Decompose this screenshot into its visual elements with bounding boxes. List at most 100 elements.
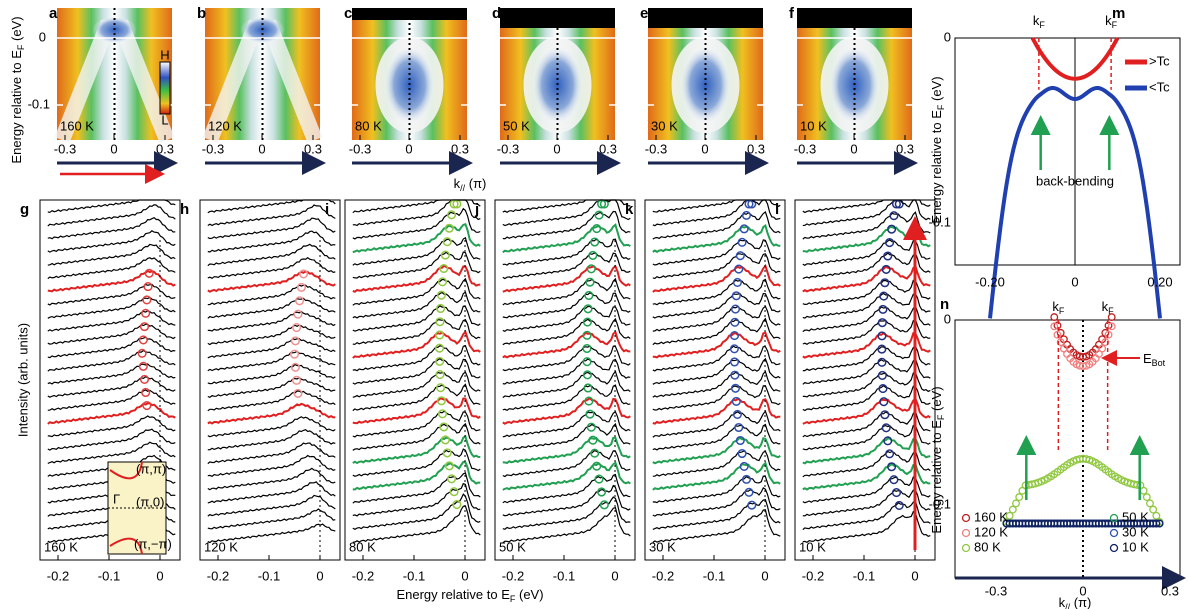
x-tick-label: -0.3 bbox=[349, 141, 371, 156]
x-tick-label: -0.2 bbox=[207, 568, 229, 583]
peak-marker bbox=[440, 435, 450, 445]
edc-curve bbox=[802, 449, 931, 478]
edc-curve bbox=[652, 385, 781, 411]
edc-curve bbox=[352, 277, 481, 306]
edc-curve bbox=[352, 329, 481, 359]
edc-curve bbox=[652, 305, 781, 332]
edc-curve bbox=[207, 204, 336, 227]
peak-marker bbox=[880, 410, 890, 420]
edc-curve bbox=[352, 383, 481, 412]
dispersion-point bbox=[1107, 313, 1116, 322]
edc-curve bbox=[207, 324, 336, 346]
peak-marker bbox=[585, 409, 595, 419]
panel-letter: c bbox=[344, 5, 352, 22]
peak-marker bbox=[141, 308, 151, 318]
panel-letter: g bbox=[20, 201, 29, 218]
x-tick-label: 0.3 bbox=[896, 141, 914, 156]
kf-label: kF bbox=[1033, 13, 1046, 30]
x-tick-label: 0 bbox=[761, 568, 768, 583]
x-tick-label: 0.3 bbox=[156, 141, 174, 156]
x-tick-label: 0.3 bbox=[1161, 583, 1179, 598]
dispersion-point bbox=[1107, 322, 1116, 331]
peak-marker bbox=[885, 449, 895, 459]
edc-curve bbox=[207, 284, 336, 306]
edc-curve bbox=[207, 297, 336, 319]
x-tick-label: -0.1 bbox=[553, 568, 575, 583]
peak-marker bbox=[891, 488, 902, 498]
x-tick-label: 0 bbox=[911, 568, 918, 583]
peak-marker bbox=[883, 251, 893, 261]
edc-curve bbox=[802, 476, 931, 504]
peak-marker bbox=[739, 461, 749, 471]
x-tick-label: -0.2 bbox=[47, 568, 69, 583]
y-axis-label-sub: F bbox=[936, 104, 946, 110]
edc-curve bbox=[802, 371, 931, 398]
peak-marker bbox=[295, 296, 305, 306]
edc-curve bbox=[207, 337, 336, 359]
edc-curve bbox=[652, 317, 781, 346]
peak-marker bbox=[582, 317, 592, 327]
peak-marker bbox=[296, 282, 306, 292]
peak-marker bbox=[734, 264, 744, 274]
peak-marker bbox=[741, 210, 752, 220]
edc-curve bbox=[47, 257, 176, 280]
edc-curve bbox=[652, 461, 781, 491]
x-tick-label: -0.3 bbox=[497, 141, 519, 156]
edc-curve bbox=[802, 252, 931, 280]
edc-curve bbox=[802, 437, 931, 465]
edc-curve bbox=[502, 317, 631, 346]
panel-letter: k bbox=[625, 201, 634, 218]
dispersion-point bbox=[1056, 338, 1065, 347]
peak-marker bbox=[584, 396, 594, 406]
x-tick-label: -0.1 bbox=[853, 568, 875, 583]
temperature: 120 K bbox=[204, 539, 238, 554]
temperature: 10 K bbox=[799, 539, 826, 554]
peak-marker bbox=[439, 263, 449, 274]
edc-curve bbox=[207, 310, 336, 332]
fermi-surface bbox=[109, 461, 143, 555]
panel-frame bbox=[39, 199, 181, 561]
y-axis-label-main: Energy relative to E bbox=[9, 50, 24, 164]
peak-marker bbox=[889, 475, 899, 485]
edc-curve bbox=[652, 509, 781, 543]
peak-marker bbox=[735, 251, 745, 261]
peak-marker bbox=[138, 361, 148, 371]
peak-marker bbox=[292, 375, 302, 385]
edc-curve bbox=[802, 345, 931, 372]
y-axis-label: Energy relative to EF (eV) bbox=[929, 386, 946, 533]
edc-curve bbox=[207, 523, 336, 544]
edc-curve bbox=[352, 422, 481, 451]
edc-curve bbox=[502, 450, 631, 478]
dispersion-point bbox=[1053, 321, 1062, 330]
x-axis-label: k// (π) bbox=[454, 176, 487, 193]
edc-curve bbox=[352, 460, 481, 491]
panel-frame bbox=[794, 199, 936, 561]
panel-letter: b bbox=[197, 5, 206, 22]
dispersion-point bbox=[1152, 519, 1161, 528]
panel-letter: l bbox=[775, 201, 779, 218]
kf-label-sub: F bbox=[1059, 306, 1065, 316]
peak-marker bbox=[583, 304, 593, 314]
edc-curve bbox=[352, 448, 481, 477]
edc-curve bbox=[502, 410, 631, 438]
kf-label: kF bbox=[1105, 13, 1118, 30]
x-tick-label: 0.20 bbox=[1147, 274, 1172, 289]
dispersion-point bbox=[1149, 505, 1158, 514]
x-axis-label-main: k bbox=[1059, 595, 1066, 609]
edc-curve bbox=[652, 450, 781, 477]
edc-curve bbox=[802, 396, 931, 425]
x-axis-label-unit: (eV) bbox=[515, 587, 543, 602]
edc-curve bbox=[352, 291, 481, 319]
edc-curve bbox=[47, 376, 176, 398]
edc-curve bbox=[47, 389, 176, 411]
peak-marker bbox=[881, 264, 891, 274]
legend-label: 120 K bbox=[974, 524, 1008, 539]
x-tick-label: 0 bbox=[156, 568, 163, 583]
edc-curve bbox=[502, 264, 631, 293]
x-axis-label-sub: // bbox=[1065, 602, 1071, 609]
peak-marker bbox=[444, 461, 454, 471]
peak-marker bbox=[436, 290, 446, 300]
x-tick-label: -0.3 bbox=[202, 141, 224, 156]
edc-curve bbox=[207, 217, 336, 240]
